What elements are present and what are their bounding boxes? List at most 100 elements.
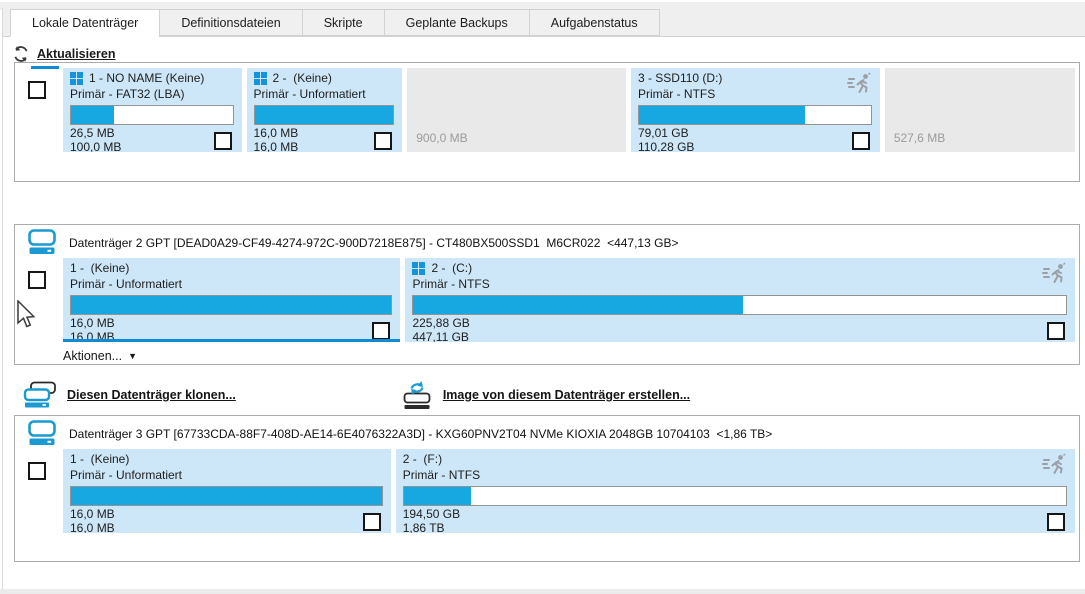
- partition-total: 100,0 MB: [70, 139, 122, 152]
- disk3-slot: Datenträger 3 GPT [67733CDA-88F7-408D-AE…: [3, 415, 1085, 562]
- clone-disk-icon: [23, 381, 56, 408]
- disk1-slot: 1 - NO NAME (Keine) Primär - FAT32 (LBA) 2…: [3, 62, 1085, 182]
- disk-header-label: Datenträger 2 GPT [DEAD0A29-CF49-4274-97…: [69, 236, 679, 250]
- partition-type: Primär - NTFS: [412, 277, 490, 291]
- unallocated-size: 900,0 MB: [416, 131, 468, 145]
- partition-sizes: 26,5 MB 100,0 MB: [70, 126, 122, 152]
- partition-footer: 16,0 MB 16,0 MB: [70, 316, 392, 342]
- partition-title-row: 2 - (F:): [403, 452, 1067, 467]
- partition-type: Primär - NTFS: [402, 468, 481, 482]
- partition-checkbox[interactable]: [372, 321, 391, 340]
- usage-bar-fill: [403, 487, 472, 505]
- partition-title-row: 1 - NO NAME (Keine): [70, 71, 234, 86]
- unallocated-space[interactable]: 900,0 MB: [407, 68, 626, 152]
- partition-total: 16,0 MB: [70, 520, 115, 533]
- windows-icon: [70, 72, 83, 85]
- create-image-icon: [403, 381, 431, 409]
- partition-tile[interactable]: 1 - (Keine) Primär - Unformatiert 16,0 MB 1…: [63, 449, 391, 533]
- disk-icon: [28, 420, 56, 445]
- partition-sizes: 16,0 MB 16,0 MB: [70, 507, 115, 533]
- usage-bar: [70, 105, 234, 125]
- partition-title: 1 - (Keine): [70, 452, 130, 466]
- partition-sizes: 79,01 GB 110,28 GB: [637, 126, 694, 152]
- local-disks-pane: Aktualisieren 1 - NO NAME (Keine) Primär …: [3, 37, 1085, 589]
- partition-title-row: 1 - (Keine): [70, 452, 383, 467]
- running-task-icon: [1042, 453, 1066, 474]
- partition-used: 26,5 MB: [70, 126, 115, 140]
- window-left-border: [2, 8, 3, 594]
- partition-total: 447,11 GB: [412, 329, 469, 342]
- unallocated-space[interactable]: 527,6 MB: [884, 68, 1075, 152]
- partition-used: 16,0 MB: [253, 126, 299, 140]
- disk-header: Datenträger 2 GPT [DEAD0A29-CF49-4274-97…: [27, 229, 1069, 259]
- partition-title: 2 - (C:): [431, 261, 473, 275]
- window-top-strip: [0, 0, 1085, 10]
- disk-action-links: Diesen Datenträger klonen... Image von di…: [23, 378, 845, 412]
- actions-dropdown[interactable]: Aktionen... ▼: [63, 349, 137, 363]
- partition-total: 16,0 MB: [253, 139, 299, 152]
- disk-checkbox[interactable]: [28, 81, 46, 99]
- partition-sizes: 194,50 GB 1,86 TB: [403, 507, 460, 533]
- refresh-row: Aktualisieren: [12, 43, 116, 65]
- refresh-icon[interactable]: [12, 45, 30, 63]
- partition-used: 225,88 GB: [412, 316, 470, 330]
- disk-checkbox[interactable]: [28, 271, 46, 289]
- partition-footer: 79,01 GB 110,28 GB: [637, 126, 872, 152]
- partition-title: 1 - (Keine): [70, 261, 130, 275]
- disk2-slot: Datenträger 2 GPT [DEAD0A29-CF49-4274-97…: [3, 224, 1085, 365]
- partition-footer: 194,50 GB 1,86 TB: [403, 507, 1067, 533]
- disk-header: Datenträger 3 GPT [67733CDA-88F7-408D-AE…: [27, 420, 1069, 450]
- tab-2[interactable]: Skripte: [301, 9, 384, 36]
- unallocated-size: 527,6 MB: [893, 131, 946, 145]
- partition-tile[interactable]: 2 - (C:) Primär - NTFS 225,88 GB 447,11 GB: [405, 258, 1075, 342]
- partition-tile[interactable]: 1 - NO NAME (Keine) Primär - FAT32 (LBA) 2…: [63, 68, 242, 152]
- partition-footer: 16,0 MB 16,0 MB: [70, 507, 383, 533]
- windows-icon: [412, 262, 426, 275]
- tab-1[interactable]: Definitionsdateien: [159, 9, 302, 36]
- partition-sizes: 16,0 MB 16,0 MB: [70, 316, 115, 342]
- caret-down-icon: ▼: [128, 351, 137, 361]
- partition-type: Primär - NTFS: [637, 87, 716, 101]
- partition-tile[interactable]: 3 - SSD110 (D:) Primär - NTFS 79,01 GB 110,…: [630, 68, 880, 152]
- partition-title: 3 - SSD110 (D:): [637, 71, 723, 85]
- partition-used: 79,01 GB: [637, 126, 689, 140]
- partition-title: 1 - NO NAME (Keine): [89, 71, 205, 85]
- partition-footer: 26,5 MB 100,0 MB: [70, 126, 234, 152]
- partition-checkbox[interactable]: [1047, 321, 1065, 340]
- partition-footer: 16,0 MB 16,0 MB: [253, 126, 395, 152]
- link-icon-wrap: [401, 380, 433, 410]
- disk-3-panel: Datenträger 3 GPT [67733CDA-88F7-408D-AE…: [14, 415, 1080, 562]
- partition-checkbox[interactable]: [374, 131, 393, 150]
- tab-bar: Lokale Datenträger Definitionsdateien Skri…: [3, 9, 1085, 37]
- usage-bar: [637, 105, 872, 125]
- usage-bar-fill: [71, 106, 114, 124]
- partition-type: Primär - Unformatiert: [70, 468, 183, 482]
- refresh-link[interactable]: Aktualisieren: [37, 47, 116, 61]
- clone-disk-link[interactable]: Diesen Datenträger klonen...: [67, 388, 236, 402]
- usage-bar: [402, 486, 1067, 506]
- partition-tile[interactable]: 2 - (F:) Primär - NTFS 194,50 GB 1,86 TB: [395, 449, 1075, 533]
- disk-checkbox[interactable]: [28, 462, 46, 480]
- tab-0[interactable]: Lokale Datenträger: [10, 9, 160, 37]
- window-bottom-strip: [0, 589, 1085, 594]
- tab-3[interactable]: Geplante Backups: [383, 9, 529, 36]
- tab-4[interactable]: Aufgabenstatus: [528, 9, 660, 36]
- actions-label: Aktionen...: [63, 349, 123, 363]
- partition-tile[interactable]: 1 - (Keine) Primär - Unformatiert 16,0 MB 1…: [63, 258, 401, 342]
- partition-title-row: 3 - SSD110 (D:): [638, 71, 872, 86]
- partition-checkbox[interactable]: [362, 512, 381, 531]
- partition-checkbox[interactable]: [851, 131, 870, 150]
- running-task-icon: [846, 72, 871, 93]
- selection-artifact: [31, 66, 59, 69]
- partition-title: 2 - (F:): [402, 452, 443, 466]
- partition-total: 16,0 MB: [70, 329, 115, 342]
- usage-bar: [70, 295, 393, 315]
- partition-tile[interactable]: 2 - (Keine) Primär - Unformatiert 16,0 MB 1…: [246, 68, 403, 152]
- partition-footer: 225,88 GB 447,11 GB: [412, 316, 1067, 342]
- partition-used: 16,0 MB: [70, 507, 115, 521]
- create-image-link[interactable]: Image von diesem Datenträger erstellen..…: [442, 388, 691, 402]
- partition-type: Primär - Unformatiert: [253, 87, 366, 101]
- usage-bar-fill: [254, 106, 394, 124]
- partition-checkbox[interactable]: [1047, 512, 1065, 531]
- partition-checkbox[interactable]: [213, 131, 232, 150]
